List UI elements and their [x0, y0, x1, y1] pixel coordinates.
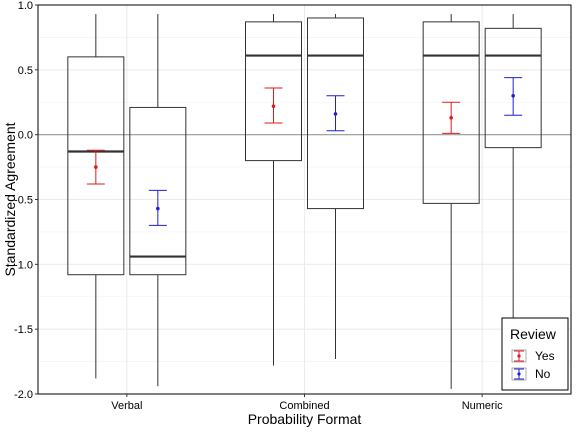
- box: [422, 21, 480, 204]
- error-bar: [264, 87, 283, 124]
- y-tick-label: 0.5: [18, 65, 33, 77]
- box: [484, 27, 542, 149]
- error-bar: [504, 77, 523, 116]
- box-group: [245, 14, 302, 366]
- legend-key-point: [517, 354, 521, 358]
- mean-point: [94, 165, 98, 169]
- y-tick-label: -0.5: [14, 195, 33, 207]
- error-bar: [86, 149, 105, 185]
- legend-label: Yes: [535, 349, 555, 363]
- x-tick-label: Verbal: [111, 400, 142, 412]
- box-group: [484, 14, 542, 318]
- y-tick-label: -1.5: [14, 324, 33, 336]
- error-bar: [442, 101, 461, 134]
- box-group: [307, 14, 364, 359]
- legend-label: No: [535, 367, 551, 381]
- y-tick-label: -2.0: [14, 389, 33, 401]
- error-bar: [326, 95, 345, 132]
- x-tick-label: Numeric: [462, 400, 503, 412]
- mean-point: [449, 116, 453, 120]
- box: [307, 17, 364, 210]
- box: [129, 106, 187, 276]
- y-tick-label: 1.0: [18, 0, 33, 12]
- y-axis-title: Standardized Agreement: [2, 122, 18, 276]
- legend-title: Review: [510, 326, 557, 342]
- y-tick-label: 0.0: [18, 130, 33, 142]
- mean-point: [333, 112, 338, 116]
- box: [245, 21, 302, 162]
- legend: Review Yes No: [501, 317, 569, 391]
- error-bar: [148, 189, 167, 226]
- mean-point: [511, 93, 515, 98]
- box-group: [422, 14, 480, 389]
- ci-layer: [86, 77, 523, 226]
- axis-layer: 1.0 0.5 0.0 -0.5 -1.0 -1.5 -2.0 Verbal Combined N…: [14, 0, 503, 412]
- y-tick-label: -1.0: [14, 259, 33, 271]
- legend-key-point: [517, 372, 521, 376]
- legend-items: Yes No: [511, 349, 555, 381]
- legend-item: No: [511, 367, 551, 381]
- mean-point: [156, 206, 160, 211]
- x-axis-title: Probability Format: [248, 411, 362, 427]
- box: [67, 56, 125, 276]
- legend-item: Yes: [511, 349, 555, 363]
- x-tick-label: Combined: [279, 400, 329, 412]
- box-group: [129, 14, 187, 387]
- mean-point: [271, 104, 276, 108]
- box-layer: [67, 14, 542, 389]
